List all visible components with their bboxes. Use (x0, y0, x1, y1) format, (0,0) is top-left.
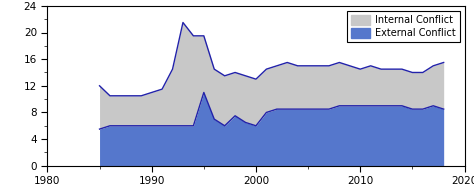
Legend: Internal Conflict, External Conflict: Internal Conflict, External Conflict (347, 11, 460, 42)
